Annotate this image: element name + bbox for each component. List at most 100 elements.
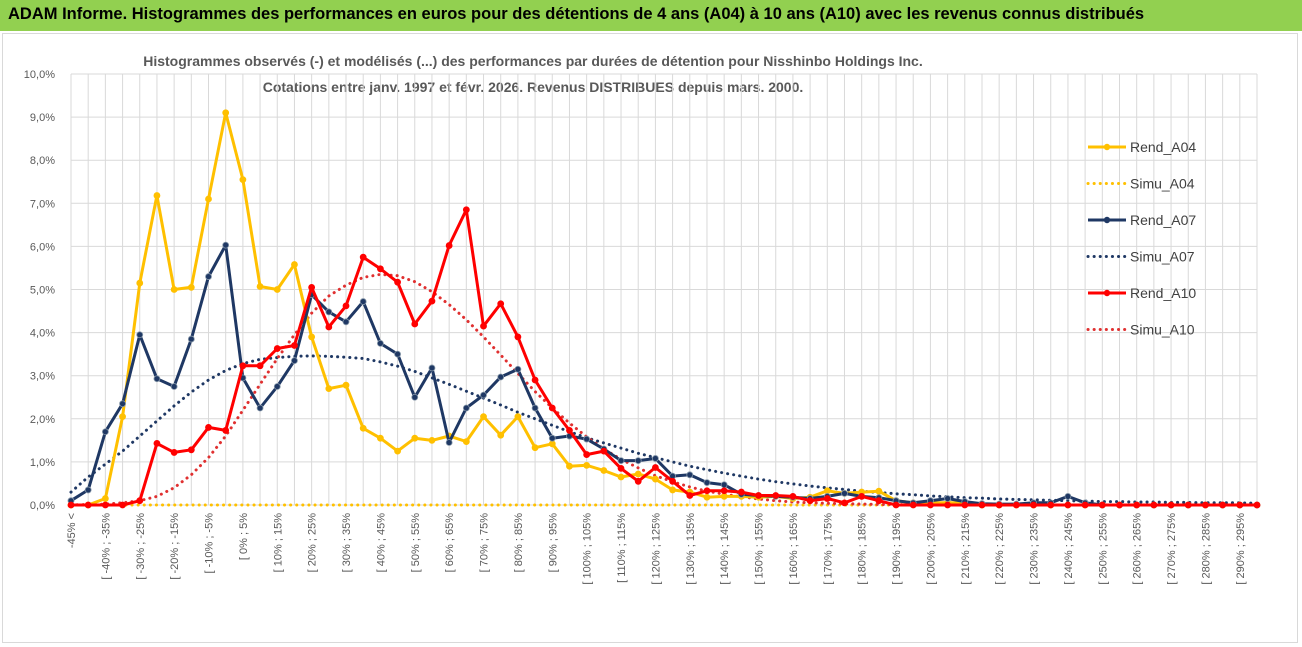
- header-bar: ADAM Informe. Histogrammes des performan…: [0, 0, 1302, 31]
- series-line: [71, 208, 1257, 507]
- data-point: [170, 383, 178, 390]
- x-tick-label: [ -30% ; -25%: [135, 513, 147, 580]
- data-point: [170, 449, 178, 456]
- data-point: [359, 253, 367, 261]
- data-point: [531, 444, 539, 452]
- data-point: [428, 297, 436, 305]
- data-point: [291, 357, 298, 365]
- x-tick-label: [ 270% ; 275%: [1166, 513, 1178, 585]
- data-point: [806, 497, 814, 505]
- legend: Rend_A04 Simu_A04 Rend_A07 Simu_A07 Rend_A10…: [1086, 139, 1196, 338]
- data-point: [514, 365, 522, 373]
- data-point: [411, 320, 419, 328]
- data-point: [652, 455, 659, 462]
- data-point: [1064, 492, 1072, 500]
- data-point: [359, 298, 367, 305]
- y-tick-label: 9,0%: [30, 112, 55, 124]
- x-tick-label: [ 220% ; 225%: [994, 513, 1006, 585]
- data-point: [325, 385, 333, 393]
- y-tick-label: 7,0%: [30, 198, 55, 210]
- data-point: [720, 481, 728, 489]
- page-title: ADAM Informe. Histogrammes des performan…: [8, 5, 1145, 23]
- data-point: [1047, 501, 1055, 509]
- data-point: [703, 487, 711, 495]
- histogram-chart: Histogrammes observés (-) et modélisés (…: [24, 53, 1261, 585]
- data-point: [1064, 501, 1072, 509]
- x-tick-label: [ 280% ; 285%: [1200, 513, 1212, 585]
- data-point: [84, 501, 92, 509]
- data-point: [1081, 501, 1089, 509]
- x-tick-label: [ 110% ; 115%: [616, 513, 628, 583]
- data-point: [325, 323, 333, 331]
- x-tick-label: [ 230% ; 235%: [1029, 513, 1041, 585]
- data-point: [376, 339, 384, 347]
- data-point: [961, 501, 969, 509]
- x-tick-label: [ 140% ; 145%: [719, 513, 731, 585]
- legend-item: Simu_A04: [1086, 176, 1195, 192]
- x-tick-label: [ 290% ; 295%: [1235, 513, 1247, 585]
- x-tick-label: [ -10% ; -5%: [204, 513, 216, 574]
- data-point: [308, 283, 316, 291]
- data-point: [858, 492, 866, 500]
- data-point: [600, 467, 608, 474]
- data-point: [376, 265, 384, 273]
- data-point: [909, 501, 917, 509]
- data-point: [239, 176, 247, 183]
- data-point: [892, 501, 900, 509]
- x-tick-label: [ 210% ; 215%: [960, 513, 972, 585]
- data-point: [101, 495, 109, 502]
- data-point: [583, 451, 591, 458]
- data-point: [634, 477, 642, 485]
- data-point: [1184, 501, 1192, 509]
- legend-item: Simu_A07: [1086, 249, 1195, 265]
- data-point: [428, 436, 436, 444]
- x-tick-label: [ 20% ; 25%: [307, 513, 319, 573]
- data-point: [617, 457, 625, 465]
- data-point: [617, 464, 625, 472]
- data-point: [497, 300, 505, 308]
- x-tick-label: [ -40% ; -35%: [100, 513, 112, 580]
- legend-label: Simu_A07: [1130, 249, 1195, 265]
- data-point: [359, 424, 367, 432]
- data-point: [291, 261, 298, 268]
- data-point: [222, 427, 230, 434]
- legend-marker: [1103, 216, 1111, 224]
- data-point: [136, 497, 144, 505]
- x-tick-label: [ 200% ; 205%: [925, 513, 937, 585]
- data-point: [617, 473, 625, 481]
- data-point: [411, 393, 419, 401]
- data-point: [170, 286, 178, 293]
- series-lines: [67, 109, 1261, 509]
- data-point: [325, 308, 333, 316]
- y-tick-label: 1,0%: [30, 457, 55, 469]
- data-point: [995, 501, 1003, 509]
- data-point: [720, 487, 728, 495]
- legend-label: Simu_A04: [1130, 176, 1195, 192]
- data-point: [205, 195, 212, 203]
- series-line: [71, 111, 1257, 507]
- data-point: [445, 439, 453, 446]
- data-point: [394, 447, 401, 455]
- series-simu-a07: [69, 354, 1259, 505]
- data-point: [445, 242, 453, 249]
- data-point: [480, 391, 487, 399]
- legend-label: Rend_A07: [1130, 212, 1196, 228]
- y-tick-label: 3,0%: [30, 371, 55, 383]
- data-point: [703, 479, 711, 486]
- series-rend-a07: [67, 241, 1261, 509]
- data-point: [686, 471, 694, 479]
- data-point: [273, 345, 281, 352]
- data-point: [462, 404, 470, 412]
- y-tick-label: 6,0%: [30, 241, 55, 253]
- data-point: [583, 435, 591, 443]
- x-tick-label: [ 170% ; 175%: [822, 513, 834, 585]
- data-point: [1012, 501, 1020, 509]
- x-tick-label: [ -20% ; -15%: [169, 513, 181, 580]
- legend-label: Simu_A10: [1130, 322, 1195, 338]
- data-point: [136, 279, 144, 287]
- legend-marker: [1103, 143, 1111, 151]
- data-point: [514, 333, 522, 341]
- data-point: [153, 192, 161, 199]
- chart-title-line-1: Histogrammes observés (-) et modélisés (…: [143, 53, 923, 69]
- x-tick-label: [ 150% ; 155%: [754, 513, 766, 585]
